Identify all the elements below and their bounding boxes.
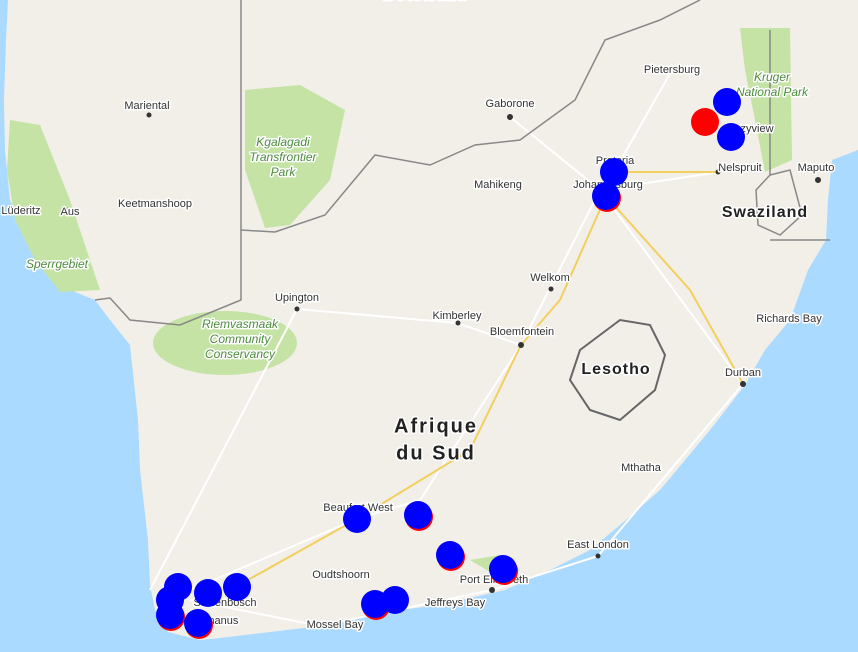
city-label: Oudtshoorn (312, 569, 369, 581)
marker[interactable] (343, 505, 371, 533)
city-label: Lüderitz (1, 205, 40, 217)
city-label: Upington (275, 292, 319, 304)
marker[interactable] (436, 541, 464, 569)
city-label: Pietersburg (644, 64, 700, 76)
park-area (740, 28, 792, 172)
marker[interactable] (404, 501, 432, 529)
city-label: Keetmanshoop (118, 198, 192, 210)
big-label: du Sud (396, 442, 476, 464)
city-label: Gaborone (486, 98, 535, 110)
marker[interactable] (713, 88, 741, 116)
marker[interactable] (194, 579, 222, 607)
city-label: Jeffreys Bay (425, 597, 486, 609)
big-label: Afrique (394, 415, 478, 437)
park-label: National Park (736, 85, 809, 99)
park-label: Transfrontier (249, 150, 317, 164)
park-area (153, 311, 297, 375)
city-label: Durban (725, 367, 761, 379)
park-label: Sperrgebiet (26, 257, 89, 271)
city-label: Mossel Bay (307, 619, 364, 631)
city-label: Mahikeng (474, 179, 522, 191)
marker[interactable] (223, 573, 251, 601)
country-label: Swaziland (722, 204, 808, 221)
marker[interactable] (381, 586, 409, 614)
park-area (7, 120, 100, 292)
city-label: Aus (61, 206, 80, 218)
city-label: Kimberley (433, 310, 482, 322)
city-label: Bloemfontein (490, 326, 554, 338)
country-label: Lesotho (581, 361, 650, 378)
city-label: Welkom (530, 272, 570, 284)
city-dots (65, 112, 821, 593)
park-label: Park (271, 165, 297, 179)
marker[interactable] (691, 108, 719, 136)
park-label: Community (210, 332, 272, 346)
marker[interactable] (184, 609, 212, 637)
city-label: Maputo (798, 162, 835, 174)
country-label: Botswana (383, 0, 467, 4)
marker[interactable] (600, 158, 628, 186)
marker[interactable] (489, 555, 517, 583)
park-label: Conservancy (205, 347, 276, 361)
city-label: Mariental (124, 100, 169, 112)
borders (94, 0, 830, 422)
marker[interactable] (156, 601, 184, 629)
marker[interactable] (717, 123, 745, 151)
city-label: East London (567, 539, 629, 551)
highways (229, 171, 744, 591)
park-label: Kruger (754, 70, 791, 84)
park-area (245, 85, 345, 228)
city-label: Mthatha (621, 462, 662, 474)
markers[interactable] (156, 88, 745, 639)
marker[interactable] (592, 182, 620, 210)
city-label: Richards Bay (756, 313, 822, 325)
park-label: Riemvasmaak (202, 317, 279, 331)
city-label: Nelspruit (718, 162, 761, 174)
park-label: Kgalagadi (256, 135, 310, 149)
